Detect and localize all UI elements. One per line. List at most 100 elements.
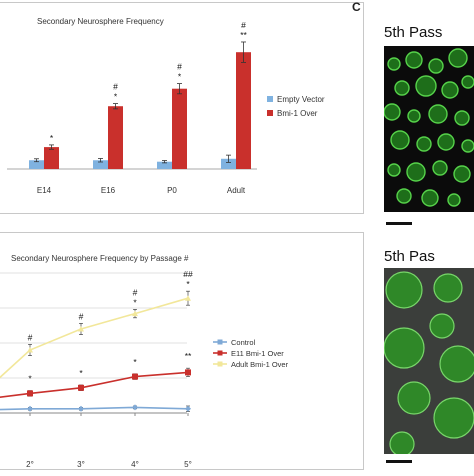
neurosphere [396,188,412,204]
neurosphere [397,381,431,415]
neurosphere [394,80,410,96]
neurosphere [433,273,463,303]
neurosphere [433,397,474,439]
significance-mark: * [114,92,118,102]
neurosphere [387,163,401,177]
significance-mark: * [50,133,54,143]
neurosphere [385,271,423,309]
bar-e16-s1 [108,106,123,169]
significance-mark: # [133,287,138,297]
neurosphere [439,345,474,383]
neurosphere [405,51,423,69]
data-point [132,310,138,317]
line-chart-title: Secondary Neurosphere Frequency by Passa… [11,254,189,263]
significance-mark: ** [185,351,192,361]
legend-swatch [267,110,273,116]
neurosphere [421,189,439,207]
legend-label: Control [231,338,256,347]
x-tick-label: Adult [227,186,246,195]
significance-mark: * [178,72,182,82]
x-tick-label: 3° [77,460,85,469]
data-point [185,369,191,376]
bar-adult-s1 [236,52,251,170]
x-tick-label: 2° [26,460,34,469]
scale-bar-1 [386,222,412,225]
neurosphere [384,327,425,369]
neurosphere [406,162,426,182]
panel-letter-c: C [352,0,361,14]
x-tick-label: 5° [184,460,192,469]
significance-mark: # [177,62,182,72]
significance-mark: # [28,332,33,342]
neurosphere [390,130,410,150]
x-tick-label: E16 [101,186,116,195]
legend-label: Bmi-1 Over [277,109,318,118]
neurosphere [447,193,461,207]
neurosphere [441,81,459,99]
significance-mark: # [241,20,246,30]
data-point [78,326,84,332]
significance-mark: # [79,311,84,321]
neurosphere [428,58,444,74]
micrograph-1-title: 5th Pass [384,24,443,41]
line-chart: Secondary Neurosphere Frequency by Passa… [0,254,289,469]
neurosphere [428,104,448,124]
micrograph-neurospheres-overlay [384,268,474,454]
fluorescence-image [384,48,474,207]
data-point [185,295,191,301]
neurosphere [416,136,432,152]
neurosphere [429,313,455,339]
significance-mark: ## [183,269,193,279]
bar-chart-title: Secondary Neurosphere Frequency [37,17,164,26]
neurosphere [453,165,471,183]
micrograph-neurospheres-fluorescence [384,46,474,212]
line-chart-panel: Secondary Neurosphere Frequency by Passa… [0,232,364,470]
legend-label: E11 Bmi-1 Over [231,349,284,358]
legend-marker [217,361,223,367]
data-point [132,373,138,380]
significance-mark: * [79,368,83,378]
overlay-image [384,271,474,454]
bar-e14-s0 [29,160,44,169]
significance-mark: ** [240,30,247,40]
neurosphere [461,75,474,89]
neurosphere [437,133,455,151]
x-tick-label: E14 [37,186,52,195]
scale-bar-2 [386,460,412,463]
significance-mark: * [186,279,190,289]
legend-swatch [267,96,273,102]
bar-p0-s1 [172,88,187,169]
neurosphere [432,160,448,176]
neurosphere [448,48,468,68]
bar-e16-s0 [93,160,108,169]
neurosphere [389,431,415,454]
data-point [185,405,191,412]
neurosphere [454,110,470,126]
micrograph-2-title: 5th Pas [384,248,435,265]
data-point [78,384,84,391]
legend-label: Adult Bmi-1 Over [231,360,289,369]
data-point [78,405,84,412]
significance-mark: * [28,374,32,384]
bar-chart: Secondary Neurosphere FrequencyE14*E16*#… [7,17,325,195]
neurosphere [384,103,401,121]
bar-adult-s0 [221,158,236,169]
neurosphere [407,109,421,123]
x-tick-label: 4° [131,460,139,469]
neurosphere [415,75,437,97]
data-point [27,347,33,353]
data-point [27,390,33,397]
neurosphere [461,139,474,153]
data-point [27,405,33,412]
bar-p0-s0 [157,161,172,169]
bar-chart-panel: Secondary Neurosphere Frequency E14 * E16 * #… [0,2,364,214]
bar-e14-s1 [44,147,59,169]
legend-label: Empty Vector [277,95,325,104]
significance-mark: * [133,357,137,367]
significance-mark: # [113,82,118,92]
neurosphere [387,57,401,71]
x-tick-label: P0 [167,186,177,195]
legend-marker [217,350,223,356]
data-point [132,404,138,411]
significance-mark: * [133,297,137,307]
